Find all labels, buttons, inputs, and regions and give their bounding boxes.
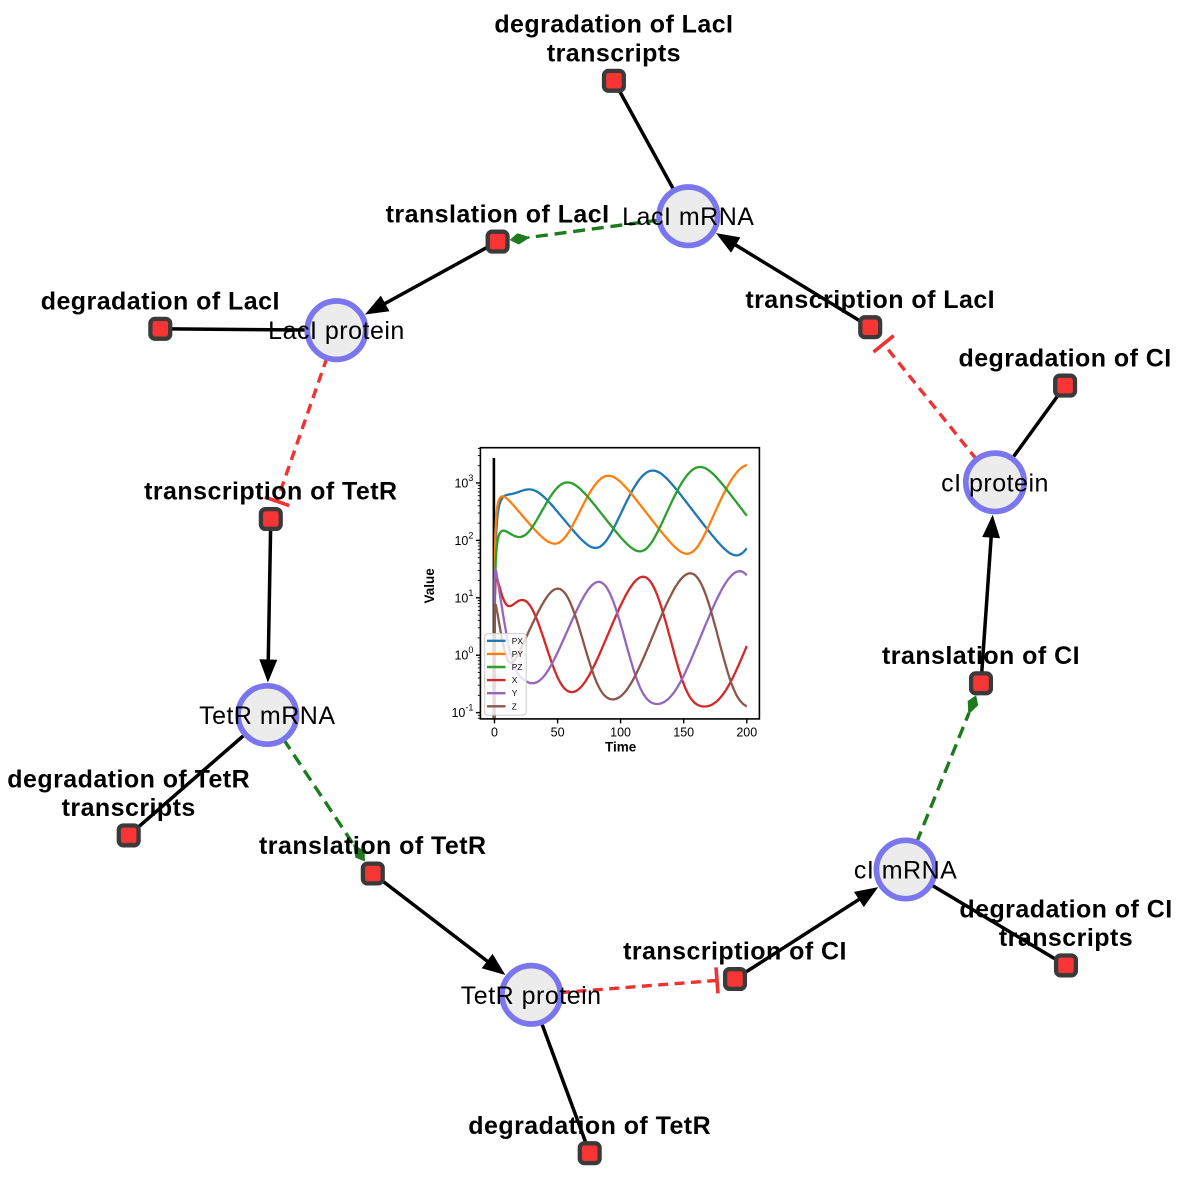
svg-text:transcripts: transcripts	[62, 794, 196, 822]
svg-text:TetR mRNA: TetR mRNA	[199, 702, 335, 730]
svg-text:degradation of CI: degradation of CI	[959, 895, 1172, 923]
svg-text:PZ: PZ	[512, 662, 523, 672]
svg-text:200: 200	[736, 726, 757, 740]
svg-text:100: 100	[610, 726, 631, 740]
svg-text:translation of TetR: translation of TetR	[259, 832, 487, 860]
svg-text:TetR protein: TetR protein	[461, 982, 602, 1010]
svg-text:50: 50	[551, 726, 565, 740]
svg-text:PX: PX	[512, 636, 524, 646]
svg-text:0: 0	[491, 726, 498, 740]
svg-text:LacI mRNA: LacI mRNA	[622, 203, 754, 231]
svg-text:degradation of LacI: degradation of LacI	[494, 11, 733, 39]
svg-text:transcription of CI: transcription of CI	[623, 938, 847, 966]
svg-text:X: X	[512, 675, 518, 685]
svg-text:Value: Value	[422, 568, 437, 604]
svg-text:cI mRNA: cI mRNA	[854, 857, 958, 885]
svg-text:degradation of TetR: degradation of TetR	[468, 1112, 711, 1140]
svg-text:Time: Time	[605, 740, 637, 755]
svg-text:Z: Z	[512, 701, 517, 711]
svg-text:degradation of LacI: degradation of LacI	[41, 288, 280, 316]
svg-text:LacI protein: LacI protein	[268, 317, 405, 345]
svg-text:transcripts: transcripts	[999, 924, 1133, 952]
svg-text:translation of CI: translation of CI	[882, 642, 1080, 670]
svg-text:transcription of TetR: transcription of TetR	[144, 478, 397, 506]
svg-text:degradation of CI: degradation of CI	[958, 344, 1171, 372]
svg-text:transcription of LacI: transcription of LacI	[745, 286, 995, 314]
svg-text:Y: Y	[512, 688, 518, 698]
svg-text:cI protein: cI protein	[941, 469, 1049, 497]
svg-text:150: 150	[673, 726, 694, 740]
svg-text:translation of LacI: translation of LacI	[386, 200, 610, 228]
svg-text:degradation of TetR: degradation of TetR	[7, 765, 250, 793]
svg-text:PY: PY	[512, 649, 524, 659]
svg-text:transcripts: transcripts	[547, 40, 681, 68]
